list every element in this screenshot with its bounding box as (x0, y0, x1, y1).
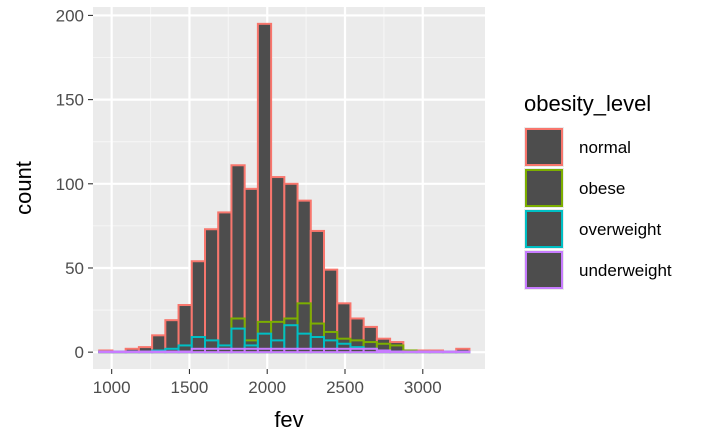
series-underweight (98, 347, 471, 354)
x-tick-label: 1500 (171, 378, 209, 397)
bar-underweight (375, 349, 392, 354)
bar-underweight (217, 347, 233, 354)
bar-normal (204, 228, 220, 354)
bar-underweight (309, 347, 325, 354)
legend-label-obese: obese (579, 179, 625, 198)
x-tick-label: 2500 (326, 378, 364, 397)
legend-key-underweight (525, 251, 563, 289)
bar-underweight (204, 347, 220, 354)
bar-underweight (455, 350, 471, 354)
bar-normal (256, 22, 273, 354)
bar-underweight (402, 350, 418, 354)
bar-underweight (137, 350, 154, 354)
bar-underweight (270, 347, 286, 354)
bar-normal (217, 211, 233, 354)
x-tick-label: 1000 (93, 378, 131, 397)
x-axis-title: fev (274, 407, 303, 432)
bar-underweight (164, 350, 180, 354)
bar-normal (243, 187, 259, 354)
bar-underweight (296, 347, 312, 354)
bar-underweight (428, 350, 444, 354)
bar-underweight (230, 347, 246, 354)
bar-underweight (362, 347, 378, 354)
legend-label-underweight: underweight (579, 261, 672, 280)
bar-underweight (243, 347, 259, 354)
bar-underweight (111, 350, 127, 354)
y-tick-label: 50 (65, 259, 84, 278)
legend-key-obese (525, 169, 563, 207)
bar-underweight (323, 347, 339, 354)
bar-underweight (177, 350, 193, 354)
legend-title: obesity_level (524, 91, 651, 116)
bar-underweight (256, 347, 273, 354)
y-tick-label: 100 (56, 175, 84, 194)
y-tick-label: 200 (56, 6, 84, 25)
bar-underweight (349, 347, 365, 354)
legend-key-normal (525, 128, 563, 166)
bar-underweight (151, 350, 167, 354)
y-tick-label: 150 (56, 91, 84, 110)
legend: obesity_level normal obese overweight under… (524, 91, 672, 290)
bar-underweight (283, 347, 299, 354)
legend-key-overweight (525, 210, 563, 248)
bar-underweight (190, 347, 206, 354)
bar-underweight (415, 350, 431, 354)
bar-underweight (124, 350, 140, 354)
bar-underweight (389, 350, 405, 354)
bar-underweight (98, 350, 114, 354)
histogram-bars (98, 22, 471, 354)
y-tick-label: 0 (75, 343, 84, 362)
y-axis: 0 50 100 150 200 (56, 6, 93, 362)
bar-underweight (442, 350, 458, 354)
x-tick-label: 3000 (404, 378, 442, 397)
x-tick-label: 2000 (248, 378, 286, 397)
legend-label-normal: normal (579, 138, 631, 157)
bar-underweight (336, 347, 352, 354)
y-axis-title: count (11, 161, 36, 215)
legend-label-overweight: overweight (579, 220, 661, 239)
bar-normal (164, 319, 180, 354)
x-axis: 1000 1500 2000 2500 3000 (93, 369, 442, 397)
